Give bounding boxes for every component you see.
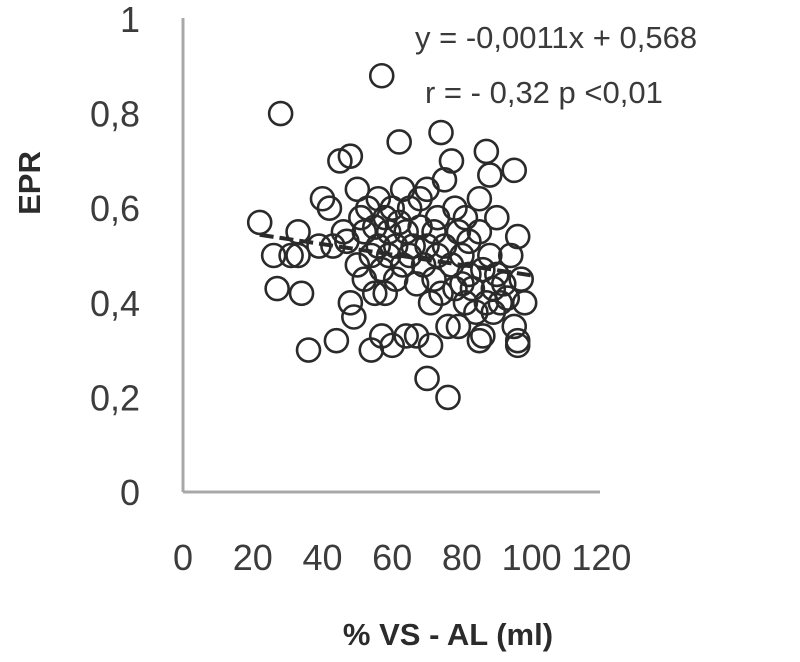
- data-point: [285, 242, 311, 269]
- data-point: [501, 157, 528, 184]
- data-point: [477, 242, 503, 269]
- data-point: [504, 332, 531, 359]
- y-tick-label: 1: [120, 0, 140, 40]
- data-point: [438, 148, 465, 174]
- data-point: [428, 119, 454, 146]
- data-point: [316, 195, 343, 221]
- data-point: [403, 271, 430, 297]
- data-point: [484, 204, 510, 231]
- trend-equation: y = -0,0011x + 0,568: [415, 20, 697, 55]
- data-point: [323, 327, 350, 354]
- data-point: [393, 323, 419, 349]
- data-point: [368, 62, 395, 89]
- data-point: [466, 185, 493, 212]
- data-point: [428, 280, 454, 307]
- x-tick-label: 60: [372, 537, 412, 578]
- y-tick-label: 0,2: [90, 377, 140, 418]
- x-tick-label: 100: [502, 537, 562, 578]
- data-point: [501, 313, 528, 340]
- y-axis-title: EPR: [12, 151, 47, 215]
- data-point: [386, 129, 412, 155]
- x-tick-label: 20: [233, 537, 273, 578]
- data-point: [260, 242, 287, 269]
- x-axis-title: % VS - AL (ml): [343, 617, 553, 652]
- y-tick-label: 0,6: [90, 188, 140, 229]
- data-point: [361, 280, 388, 307]
- data-point: [400, 233, 426, 259]
- x-tick-label: 80: [442, 537, 482, 578]
- x-tick-label: 0: [173, 537, 193, 578]
- tick-labels: 0 20 40 60 80 100 120 0 0,2 0,4 0,6 0,8 1: [90, 0, 631, 578]
- data-point: [435, 384, 461, 411]
- data-point: [337, 143, 364, 169]
- data-point: [477, 162, 503, 188]
- trendline: [259, 232, 532, 278]
- data-point: [344, 176, 371, 203]
- data-point: [295, 337, 322, 363]
- data-point: [456, 261, 482, 288]
- x-tick-label: 40: [302, 537, 342, 578]
- data-point: [341, 304, 367, 330]
- data-point: [264, 275, 290, 302]
- data-point: [466, 327, 493, 354]
- data-point: [417, 332, 444, 359]
- data-point: [337, 289, 364, 316]
- data-point: [278, 242, 304, 269]
- data-point: [414, 365, 440, 392]
- x-tick-label: 120: [571, 537, 631, 578]
- data-point: [449, 242, 475, 269]
- data-point: [403, 323, 430, 349]
- data-point: [487, 289, 514, 316]
- data-point: [494, 285, 521, 311]
- data-point: [497, 242, 524, 269]
- data-point: [365, 185, 392, 212]
- data-point: [379, 195, 406, 221]
- data-point: [246, 209, 273, 236]
- correlation-stats: r = - 0,32 p <0,01: [425, 75, 663, 110]
- data-point: [504, 223, 531, 250]
- data-point: [389, 176, 416, 203]
- y-tick-label: 0,8: [90, 94, 140, 135]
- data-point: [379, 332, 406, 359]
- data-point: [473, 138, 500, 165]
- plot-area: [181, 18, 600, 494]
- data-point: [511, 289, 538, 316]
- data-point: [470, 256, 496, 283]
- y-tick-label: 0: [120, 472, 140, 513]
- data-point: [344, 252, 371, 278]
- data-point: [466, 219, 493, 245]
- data-point: [288, 280, 315, 307]
- data-point: [435, 313, 461, 340]
- data-point: [424, 204, 451, 231]
- data-point: [470, 323, 496, 349]
- y-tick-label: 0,4: [90, 283, 140, 324]
- data-point: [431, 167, 458, 193]
- data-point: [267, 100, 294, 127]
- data-point: [445, 313, 472, 340]
